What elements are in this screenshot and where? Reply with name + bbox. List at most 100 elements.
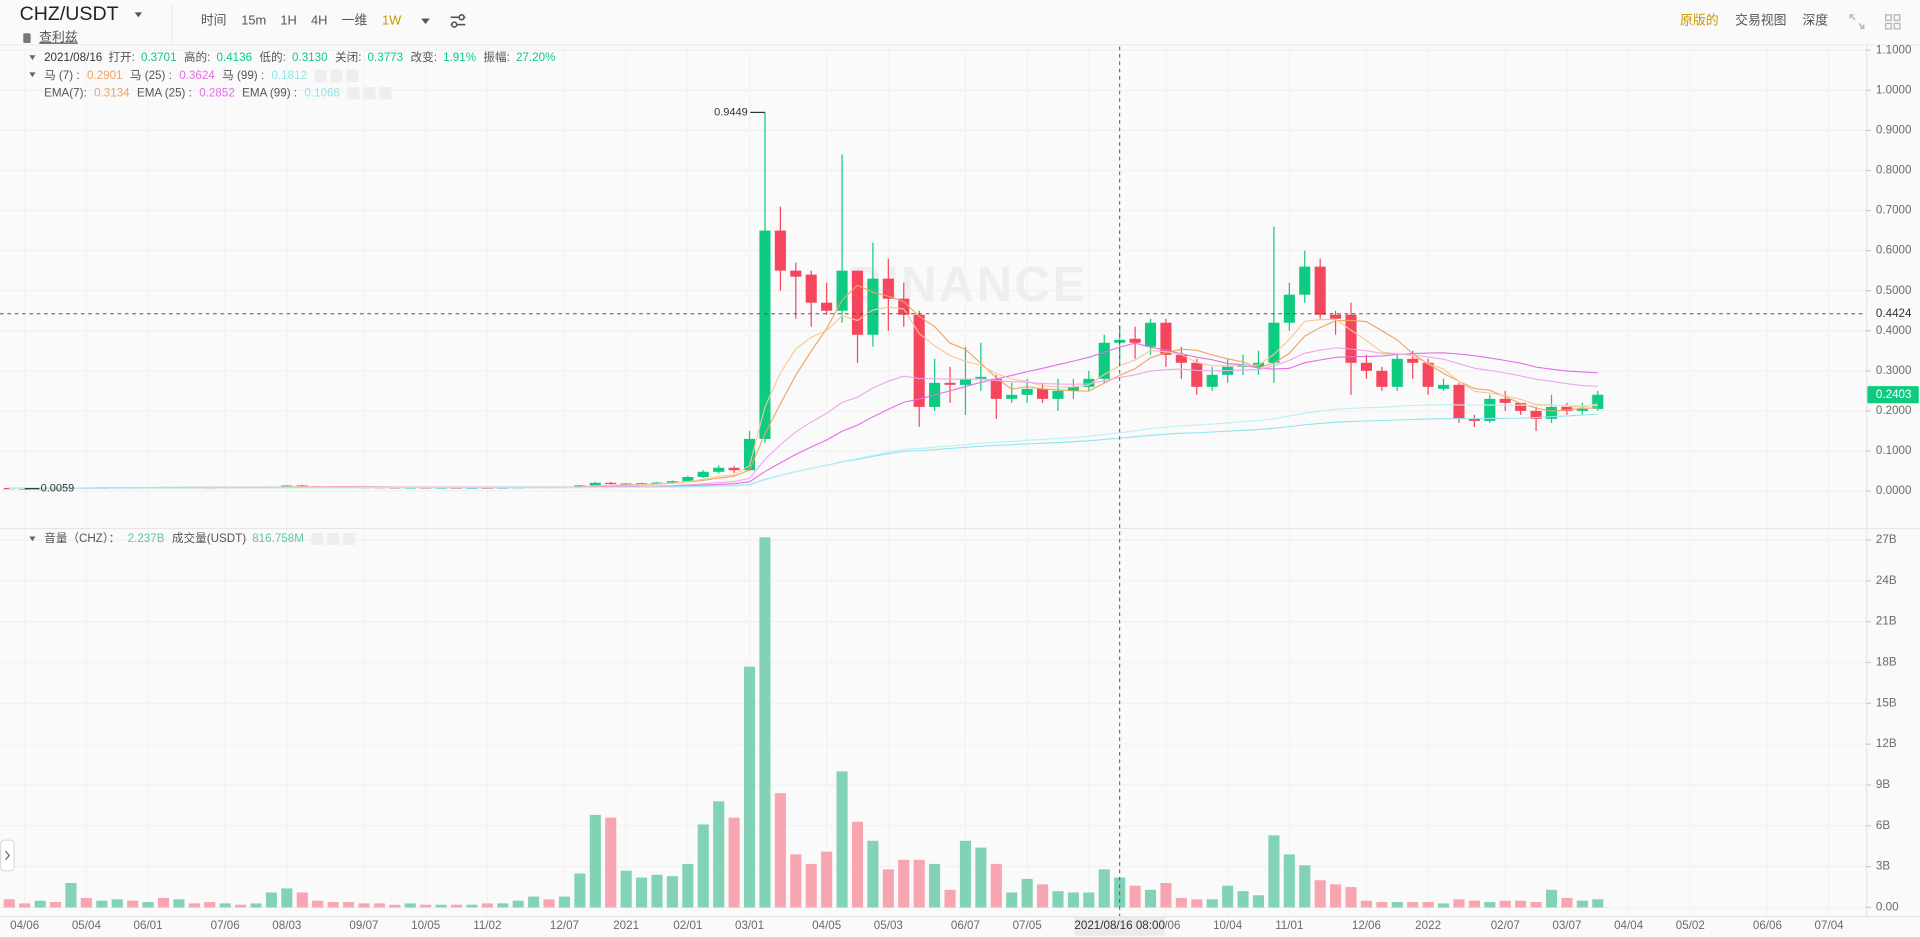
y-tick-label: 0.7000 [1876, 204, 1912, 217]
low-label: 0.0059 [41, 483, 75, 495]
candle-body [713, 467, 725, 472]
volume-bar [743, 666, 756, 908]
volume-bar [481, 903, 493, 908]
pair-dropdown[interactable] [134, 12, 143, 18]
more-intervals[interactable] [421, 18, 430, 25]
coin-link[interactable]: 查利兹 [39, 29, 78, 44]
y-tick-label: 0.0000 [1876, 484, 1912, 497]
candle-body [1484, 398, 1496, 421]
interval[interactable]: 1W [382, 12, 402, 27]
x-tick-label: 06/06 [1753, 919, 1782, 932]
volume-bar [1052, 891, 1064, 908]
candle-body [666, 481, 678, 483]
last-price-box [1867, 386, 1919, 404]
candle-body [697, 471, 709, 478]
candle-body [1345, 314, 1357, 363]
volume-bar [1330, 884, 1342, 908]
volume-bar [435, 904, 447, 908]
volume-bar [774, 793, 786, 908]
side-toggle[interactable] [0, 839, 15, 872]
indicator-value: 0.2901 [87, 69, 123, 82]
interval[interactable]: 1H [280, 12, 296, 27]
indicator-button[interactable] [379, 87, 392, 100]
volume-bar [651, 874, 663, 908]
candle-body [913, 314, 925, 407]
indicator-line [9, 404, 1598, 489]
indicator-label: 马 (25) : [130, 69, 172, 82]
volume-bar [373, 903, 385, 908]
indicator-button[interactable] [363, 87, 376, 100]
x-tick-label: 04/05 [812, 919, 841, 932]
indicator-button[interactable] [314, 69, 327, 83]
interval[interactable]: 4H [311, 12, 327, 27]
volume-bar [127, 900, 139, 908]
info-label: 高的: [184, 50, 210, 64]
candle-body [728, 467, 740, 471]
view-tab[interactable]: 原版的 [1680, 12, 1719, 27]
x-tick-label: 07/06 [211, 919, 240, 932]
volume-bar [1391, 902, 1403, 908]
indicator-label: 马 (99) : [222, 69, 264, 82]
volume-bar [944, 889, 956, 908]
indicator-button[interactable] [347, 87, 360, 100]
candle-body [574, 485, 586, 487]
volume-bar [759, 537, 771, 908]
x-tick-label: 05/04 [72, 919, 102, 932]
volume-bar [1530, 902, 1542, 908]
volume-bar [898, 859, 910, 908]
candle-body [1160, 322, 1172, 355]
y-tick-label: 1.1000 [1876, 43, 1912, 56]
volume-bar [636, 877, 648, 908]
candle-body [1299, 266, 1311, 295]
interval[interactable]: 一维 [342, 12, 368, 27]
volume-tick-label: 27B [1876, 533, 1897, 546]
volume-bar [65, 882, 77, 908]
view-tab[interactable]: 交易视图 [1735, 12, 1786, 27]
volume-bar [34, 900, 46, 908]
volume-bar [19, 903, 31, 908]
y-tick-label: 0.9000 [1876, 123, 1912, 136]
indicator-button[interactable] [327, 532, 340, 546]
pair[interactable]: CHZ/USDT [20, 3, 119, 25]
volume-bar [558, 896, 571, 908]
indicator-button[interactable] [346, 69, 359, 83]
y-tick-label: 0.2000 [1876, 404, 1912, 417]
side-toggle-arrow [5, 850, 10, 861]
info-value: 0.3773 [368, 51, 404, 64]
collapse[interactable] [29, 55, 36, 61]
layout-icon[interactable] [1884, 14, 1901, 30]
y-tick-label: 0.4000 [1876, 324, 1912, 337]
view-tab[interactable]: 深度 [1802, 12, 1828, 27]
candle-body [620, 483, 632, 485]
volume-bar [1484, 902, 1496, 908]
volume-bar [1545, 889, 1558, 908]
settings-icon[interactable] [450, 14, 466, 28]
fullscreen-icon[interactable] [1849, 14, 1865, 30]
volume-bar [805, 863, 817, 908]
volume-bar [265, 892, 277, 908]
volume-bar [219, 903, 231, 908]
candle-body [1206, 374, 1218, 387]
volume-bar [327, 902, 339, 908]
volume-bar [1376, 902, 1388, 908]
x-tick-label: 07/05 [1013, 919, 1042, 932]
indicator-button[interactable] [330, 69, 343, 83]
indicator-label: EMA(7): [44, 86, 87, 99]
interval[interactable]: 15m [241, 12, 266, 27]
volume-bar [975, 847, 987, 908]
indicator-button[interactable] [343, 532, 356, 546]
collapse[interactable] [29, 536, 36, 542]
volume-bar [728, 817, 740, 908]
candle-body [1453, 384, 1465, 419]
volume-tick-label: 24B [1876, 574, 1897, 587]
candle-body [805, 274, 817, 303]
interval[interactable]: 时间 [201, 12, 227, 27]
volume-bar [1268, 835, 1280, 908]
collapse[interactable] [29, 72, 36, 78]
volume-bar [296, 892, 308, 908]
indicator-button[interactable] [311, 532, 324, 546]
volume-tick-label: 12B [1876, 737, 1897, 750]
x-tick-label: 05/03 [874, 919, 903, 932]
x-tick-label: 2021 [613, 919, 639, 932]
